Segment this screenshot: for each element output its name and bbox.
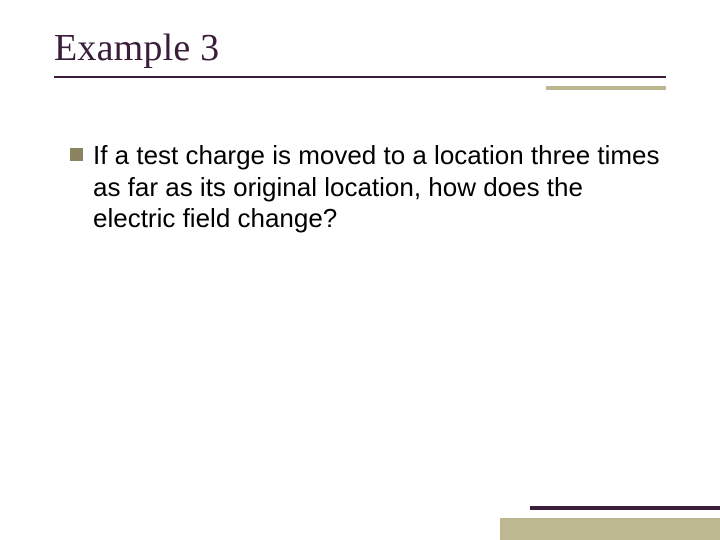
square-bullet-icon [70, 148, 83, 161]
slide-title: Example 3 [54, 26, 666, 76]
title-area: Example 3 [54, 26, 666, 90]
title-underline-long [54, 76, 666, 78]
corner-bar-bottom [500, 518, 720, 540]
slide: Example 3 If a test charge is moved to a… [0, 0, 720, 540]
body-area: If a test charge is moved to a location … [70, 140, 660, 235]
corner-bar-top [530, 506, 720, 510]
corner-decoration [500, 492, 720, 540]
title-underline-short [546, 86, 666, 90]
body-text: If a test charge is moved to a location … [93, 140, 660, 235]
bullet-item: If a test charge is moved to a location … [70, 140, 660, 235]
